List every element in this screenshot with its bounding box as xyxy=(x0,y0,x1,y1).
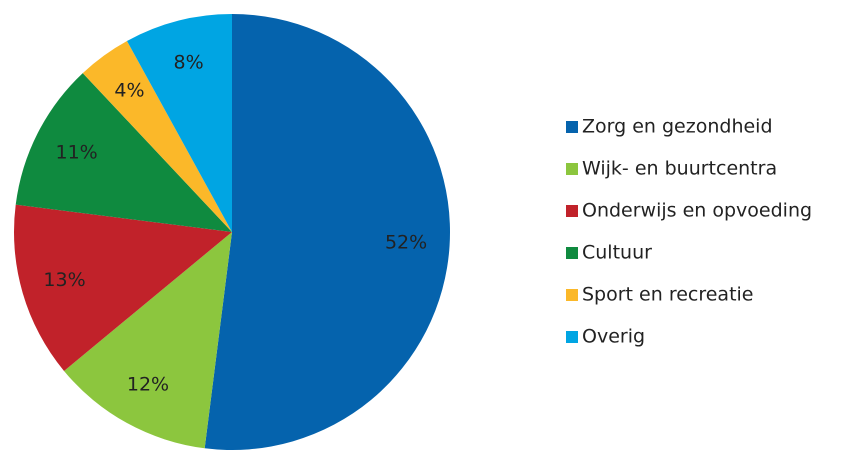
legend-swatch xyxy=(566,163,578,175)
legend-swatch xyxy=(566,331,578,343)
legend-swatch xyxy=(566,247,578,259)
data-label: 52% xyxy=(385,231,427,253)
legend-swatch xyxy=(566,121,578,133)
legend-label: Onderwijs en opvoeding xyxy=(582,200,812,222)
data-label: 11% xyxy=(55,141,97,163)
pie-slice xyxy=(64,232,233,449)
data-label: 4% xyxy=(114,79,144,101)
legend-label: Cultuur xyxy=(582,242,652,264)
data-label: 13% xyxy=(43,269,85,291)
pie-slice xyxy=(82,40,232,232)
legend-label: Zorg en gezondheid xyxy=(582,116,773,138)
legend-swatch xyxy=(566,205,578,217)
pie-slice xyxy=(204,14,450,450)
pie-slice xyxy=(14,204,233,371)
pie-slice xyxy=(15,73,233,232)
legend-label: Wijk- en buurtcentra xyxy=(582,158,777,180)
legend-label: Sport en recreatie xyxy=(582,284,754,306)
legend-swatch xyxy=(566,289,578,301)
pie-slice xyxy=(126,14,232,232)
data-label: 12% xyxy=(127,373,169,395)
legend-label: Overig xyxy=(582,326,645,348)
data-label: 8% xyxy=(174,52,204,74)
